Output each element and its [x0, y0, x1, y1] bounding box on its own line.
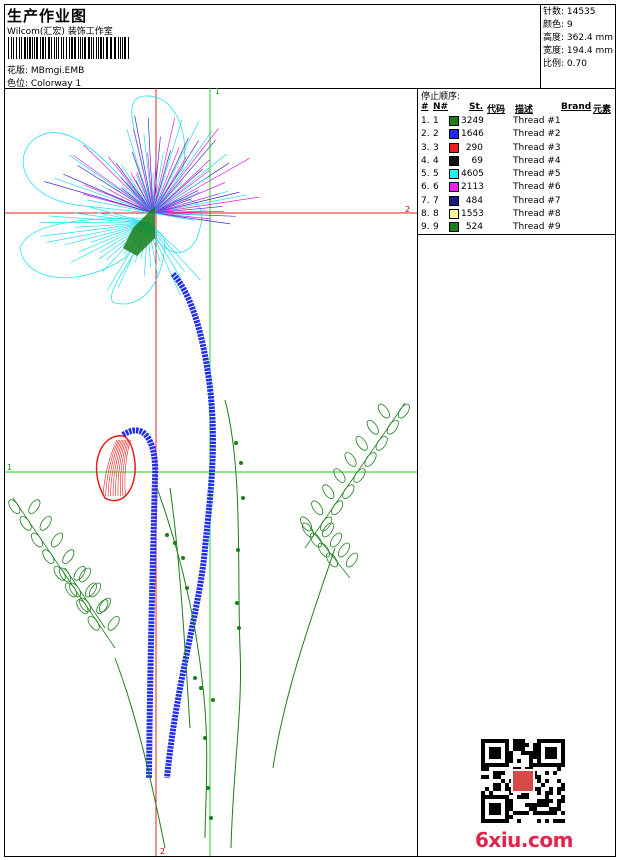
guide-marker-right: 2 — [405, 205, 410, 214]
bud-stitches — [102, 439, 131, 497]
thread-row: 9. 9 524 Thread #9 — [421, 222, 611, 235]
stitch-count: 针数: 14535 — [543, 7, 596, 17]
thread-row: 7. 7 484 Thread #7 — [421, 195, 611, 209]
thread-table: 1. 1 3249 Thread #1 2. 2 1646 Thread #2 3. 3 290 Th… — [421, 116, 611, 236]
colorway-name: 色位: Colorway 1 — [7, 79, 82, 89]
col-hash: # — [421, 102, 429, 112]
col-element: 元素 — [593, 105, 612, 115]
thread-number: 3 — [433, 142, 439, 153]
thread-stitches: 290 — [465, 142, 483, 153]
sheet-title: 生产作业图 — [7, 7, 88, 25]
thread-index: 8. — [421, 209, 430, 220]
design-panel-divider — [417, 88, 418, 857]
barcode — [8, 37, 129, 59]
thread-description: Thread #7 — [513, 195, 561, 206]
flower-center — [123, 206, 155, 256]
thread-row: 4. 4 69 Thread #4 — [421, 155, 611, 169]
guide-marker-left: 1 — [7, 463, 12, 472]
watermark-logo: 6xiu.com — [475, 828, 573, 852]
thread-stitches: 484 — [465, 195, 483, 206]
thread-index: 3. — [421, 142, 430, 153]
thread-stitches: 1553 — [461, 209, 484, 220]
header-divider-horizontal — [4, 88, 616, 89]
color-count: 颜色: 9 — [543, 20, 573, 30]
thread-index: 4. — [421, 155, 430, 166]
thread-description: Thread #4 — [513, 155, 561, 166]
design-width: 宽度: 194.4 mm — [543, 46, 614, 56]
sheet-subtitle: Wilcom(汇宏) 装饰工作室 — [7, 27, 113, 37]
col-code: 代码 — [487, 105, 506, 115]
thread-index: 9. — [421, 222, 430, 233]
guide-marker-bottom: 2 — [160, 847, 165, 856]
thread-description: Thread #3 — [513, 142, 561, 153]
thread-number: 7 — [433, 195, 439, 206]
thread-color-swatch — [449, 209, 459, 220]
thread-index: 2. — [421, 129, 430, 140]
pattern-name: 花版: MBmgi.EMB — [7, 66, 85, 76]
thread-description: Thread #2 — [513, 129, 561, 140]
embroidery-preview: 1 1 2 2 — [5, 88, 417, 856]
thread-table-header: # N# St. 代码 描述 Brand 元素 — [421, 102, 617, 115]
thin-stems — [114, 399, 336, 849]
thread-color-swatch — [449, 116, 459, 126]
thread-color-swatch — [449, 155, 459, 166]
thread-color-swatch — [449, 195, 459, 206]
thread-color-swatch — [449, 129, 459, 140]
design-height: 高度: 362.4 mm — [543, 33, 614, 43]
thread-table-divider — [417, 234, 616, 235]
thread-number: 5 — [433, 169, 439, 180]
thread-number: 1 — [433, 116, 439, 126]
thread-index: 5. — [421, 169, 430, 180]
thread-description: Thread #5 — [513, 169, 561, 180]
thread-stitches: 4605 — [461, 169, 484, 180]
thread-row: 5. 5 4605 Thread #5 — [421, 169, 611, 182]
qr-code — [481, 739, 565, 823]
col-no: N# — [433, 102, 449, 112]
thread-stitches: 524 — [465, 222, 483, 233]
thread-number: 8 — [433, 209, 439, 220]
stats-panel: 针数: 14535 颜色: 9 高度: 362.4 mm 宽度: 194.4 m… — [543, 6, 613, 71]
guide-marker-top: 1 — [215, 88, 220, 96]
thread-number: 4 — [433, 155, 439, 166]
stem-buds — [165, 441, 245, 820]
thread-description: Thread #1 — [513, 116, 561, 126]
qr-seal — [513, 771, 533, 791]
thread-description: Thread #6 — [513, 182, 561, 193]
thread-color-swatch — [449, 182, 459, 193]
col-stitches: St. — [469, 102, 484, 112]
thread-index: 1. — [421, 116, 430, 126]
flower-petals-cyan — [19, 95, 203, 305]
design-scale: 比例: 0.70 — [543, 59, 587, 69]
thread-description: Thread #8 — [513, 209, 561, 220]
leaf-sprays — [8, 402, 410, 649]
thread-number: 6 — [433, 182, 439, 193]
thread-row: 1. 1 3249 Thread #1 — [421, 116, 611, 129]
thread-description: Thread #9 — [513, 222, 561, 233]
bud-stem — [121, 427, 159, 779]
petal-stitches — [39, 115, 260, 296]
thread-color-swatch — [449, 169, 459, 180]
thread-stitches: 1646 — [461, 129, 484, 140]
stop-sequence-title: 停止顺序: — [421, 92, 461, 102]
thread-index: 7. — [421, 195, 430, 206]
thread-row: 3. 3 290 Thread #3 — [421, 142, 611, 156]
thread-stitches: 2113 — [461, 182, 484, 193]
col-brand: Brand — [561, 102, 592, 112]
thread-number: 9 — [433, 222, 439, 233]
production-sheet — [4, 4, 616, 857]
main-stem — [164, 271, 216, 779]
thread-row: 8. 8 1553 Thread #8 — [421, 209, 611, 222]
header-divider-vertical — [540, 4, 541, 88]
col-description: 描述 — [515, 105, 534, 115]
thread-index: 6. — [421, 182, 430, 193]
thread-color-swatch — [449, 222, 459, 233]
thread-row: 2. 2 1646 Thread #2 — [421, 129, 611, 142]
thread-stitches: 3249 — [461, 116, 484, 126]
thread-color-swatch — [449, 142, 459, 153]
thread-number: 2 — [433, 129, 439, 140]
thread-row: 6. 6 2113 Thread #6 — [421, 182, 611, 195]
thread-stitches: 69 — [471, 155, 483, 166]
flower-bud — [95, 435, 136, 502]
